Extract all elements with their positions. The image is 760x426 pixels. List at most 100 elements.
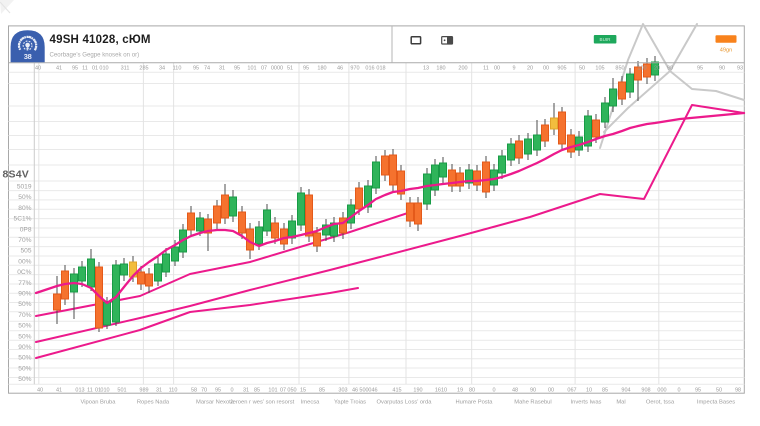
svg-text:285: 285 — [139, 66, 148, 72]
svg-text:00: 00 — [548, 388, 554, 394]
svg-text:50%: 50% — [18, 194, 31, 201]
svg-text:90: 90 — [719, 66, 725, 72]
svg-text:0: 0 — [492, 388, 495, 394]
svg-text:50: 50 — [716, 388, 722, 394]
svg-text:00%: 00% — [18, 258, 31, 265]
svg-text:46: 46 — [337, 66, 343, 72]
svg-text:70%: 70% — [18, 312, 31, 319]
svg-text:Oerot, tssa: Oerot, tssa — [646, 400, 675, 406]
svg-text:0P8: 0P8 — [20, 226, 32, 233]
svg-text:010: 010 — [100, 388, 109, 394]
svg-text:50%: 50% — [18, 365, 31, 372]
svg-text:Vipoan Bruba: Vipoan Bruba — [80, 400, 116, 406]
svg-text:49SH 41028, cЮM: 49SH 41028, cЮM — [50, 34, 151, 46]
svg-text:20: 20 — [654, 66, 660, 72]
svg-text:00: 00 — [543, 66, 549, 72]
svg-text:5019: 5019 — [17, 184, 32, 191]
svg-text:34: 34 — [159, 66, 165, 72]
svg-text:11: 11 — [82, 66, 88, 72]
svg-text:0000: 0000 — [271, 66, 283, 72]
svg-text:101: 101 — [268, 388, 277, 394]
svg-text:303: 303 — [338, 388, 347, 394]
svg-text:85: 85 — [602, 388, 608, 394]
svg-text:58: 58 — [191, 388, 197, 394]
svg-text:050: 050 — [287, 388, 296, 394]
svg-text:50%: 50% — [18, 376, 31, 383]
svg-text:110: 110 — [169, 388, 178, 394]
svg-text:970: 970 — [350, 66, 359, 72]
svg-text:5C1%: 5C1% — [14, 216, 32, 223]
svg-text:95: 95 — [72, 66, 78, 72]
svg-text:90: 90 — [530, 388, 536, 394]
svg-text:Impecta Bases: Impecta Bases — [697, 400, 735, 406]
svg-text:016: 016 — [365, 66, 374, 72]
svg-text:01: 01 — [92, 66, 98, 72]
svg-text:85: 85 — [254, 388, 260, 394]
svg-text:90: 90 — [667, 66, 673, 72]
svg-text:41: 41 — [56, 388, 62, 394]
svg-text:13: 13 — [423, 66, 429, 72]
svg-text:Imecsa: Imecsa — [301, 400, 320, 406]
svg-text:500: 500 — [359, 388, 368, 394]
svg-text:49gn: 49gn — [720, 48, 732, 54]
svg-text:Yapte Troias: Yapte Troias — [334, 400, 366, 406]
svg-text:100: 100 — [637, 66, 646, 72]
svg-text:95: 95 — [695, 388, 701, 394]
svg-text:38: 38 — [24, 52, 32, 61]
svg-text:95: 95 — [193, 66, 199, 72]
svg-text:Jeroen r wes’ son resorst: Jeroen r wes’ son resorst — [230, 400, 295, 406]
svg-text:105: 105 — [595, 66, 604, 72]
svg-text:95: 95 — [234, 66, 240, 72]
svg-text:50%: 50% — [18, 333, 31, 340]
svg-text:40: 40 — [37, 388, 43, 394]
svg-text:77%: 77% — [18, 280, 31, 287]
svg-text:80%: 80% — [18, 205, 31, 212]
svg-text:98: 98 — [735, 388, 741, 394]
svg-text:505: 505 — [20, 248, 31, 255]
svg-text:95: 95 — [303, 66, 309, 72]
svg-text:Inverts Iwas: Inverts Iwas — [571, 400, 602, 406]
svg-text:101: 101 — [247, 66, 256, 72]
svg-text:190: 190 — [413, 388, 422, 394]
svg-text:50%: 50% — [18, 301, 31, 308]
svg-text:41: 41 — [56, 66, 62, 72]
svg-text:50%: 50% — [18, 323, 31, 330]
svg-text:905: 905 — [557, 66, 566, 72]
svg-text:01: 01 — [95, 388, 101, 394]
svg-text:1610: 1610 — [435, 388, 447, 394]
svg-text:Ovarputas Loss’ orda: Ovarputas Loss’ orda — [377, 400, 433, 406]
svg-text:31: 31 — [243, 388, 249, 394]
svg-text:904: 904 — [621, 388, 630, 394]
svg-text:908: 908 — [641, 388, 650, 394]
svg-text:70: 70 — [201, 388, 207, 394]
svg-text:90%: 90% — [18, 344, 31, 351]
svg-text:85: 85 — [319, 388, 325, 394]
svg-text:415: 415 — [392, 388, 401, 394]
svg-text:20: 20 — [527, 66, 533, 72]
svg-text:10: 10 — [586, 388, 592, 394]
svg-text:Mal: Mal — [616, 400, 625, 406]
svg-text:07: 07 — [261, 66, 267, 72]
svg-text:501: 501 — [117, 388, 126, 394]
svg-text:110: 110 — [173, 66, 182, 72]
svg-text:0: 0 — [677, 388, 680, 394]
svg-text:90%: 90% — [18, 291, 31, 298]
svg-text:70%: 70% — [18, 237, 31, 244]
svg-text:95: 95 — [697, 66, 703, 72]
svg-text:989: 989 — [139, 388, 148, 394]
svg-text:95: 95 — [215, 388, 221, 394]
svg-text:Ropes Nada: Ropes Nada — [137, 400, 170, 406]
svg-text:11: 11 — [87, 388, 93, 394]
svg-text:0C%: 0C% — [17, 269, 31, 276]
svg-text:93: 93 — [737, 66, 743, 72]
svg-text:31: 31 — [156, 388, 162, 394]
svg-text:19: 19 — [457, 388, 463, 394]
svg-text:07: 07 — [280, 388, 286, 394]
svg-text:15: 15 — [300, 388, 306, 394]
svg-text:9: 9 — [512, 66, 515, 72]
svg-text:80: 80 — [469, 388, 475, 394]
svg-text:48: 48 — [512, 388, 518, 394]
svg-text:Marsar Nexota: Marsar Nexota — [196, 400, 235, 406]
svg-text:50%: 50% — [18, 355, 31, 362]
svg-text:Humare Posta: Humare Posta — [455, 400, 493, 406]
